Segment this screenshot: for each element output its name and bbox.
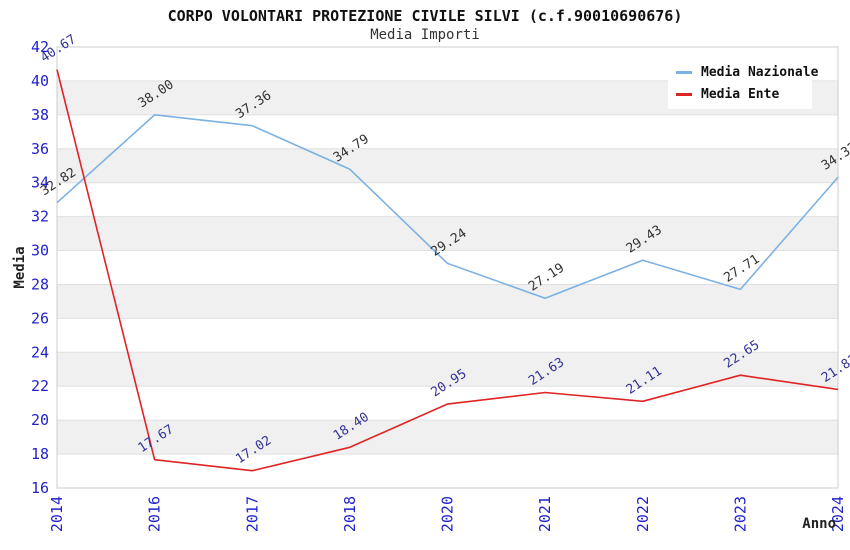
y-axis-title: Media bbox=[12, 246, 28, 288]
y-tick-label: 22 bbox=[31, 377, 49, 395]
data-label-media-nazionale: 27.71 bbox=[721, 252, 762, 286]
plot-band bbox=[57, 148, 838, 183]
legend-line-swatch-icon bbox=[676, 93, 692, 96]
chart-title: CORPO VOLONTARI PROTEZIONE CIVILE SILVI … bbox=[167, 7, 683, 25]
y-tick-label: 30 bbox=[31, 242, 49, 260]
plot-band bbox=[57, 420, 838, 455]
y-tick-label: 32 bbox=[31, 208, 49, 226]
y-tick-label: 42 bbox=[31, 38, 49, 56]
y-tick-label: 40 bbox=[31, 72, 49, 90]
y-tick-label: 20 bbox=[31, 411, 49, 429]
y-tick-label: 28 bbox=[31, 275, 49, 293]
x-tick-label: 2022 bbox=[634, 496, 652, 532]
x-tick-label: 2014 bbox=[48, 496, 66, 532]
y-tick-label: 38 bbox=[31, 106, 49, 124]
y-tick-label: 26 bbox=[31, 309, 49, 327]
legend-item-media-ente: Media Ente bbox=[676, 87, 804, 102]
x-axis-title: Anno bbox=[802, 516, 836, 532]
plot-border bbox=[56, 46, 839, 489]
legend-item-media-nazionale: Media Nazionale bbox=[676, 65, 818, 80]
legend-label-media-nazionale: Media Nazionale bbox=[701, 65, 819, 80]
x-tick-label: 2021 bbox=[536, 496, 554, 532]
chart-subtitle: Media Importi bbox=[370, 27, 480, 43]
y-tick-label: 18 bbox=[31, 445, 49, 463]
y-tick-label: 16 bbox=[31, 479, 49, 497]
legend-label-media-ente: Media Ente bbox=[701, 87, 780, 102]
y-tick-label: 34 bbox=[31, 174, 49, 192]
plot-band bbox=[57, 284, 838, 319]
plot-band bbox=[57, 352, 838, 387]
plot-band bbox=[57, 216, 838, 251]
x-tick-label: 2016 bbox=[146, 496, 164, 532]
x-tick-label: 2023 bbox=[731, 496, 749, 532]
x-tick-label: 2017 bbox=[243, 496, 261, 532]
y-tick-label: 36 bbox=[31, 140, 49, 158]
x-tick-label: 2024 bbox=[829, 496, 847, 532]
y-tick-label: 24 bbox=[31, 343, 49, 361]
series-line-media-ente bbox=[56, 69, 839, 472]
x-tick-label: 2018 bbox=[341, 496, 359, 532]
series-line-media-nazionale bbox=[56, 114, 839, 300]
legend-line-swatch-icon bbox=[676, 71, 692, 74]
x-tick-label: 2020 bbox=[439, 496, 457, 532]
legend: Media Nazionale Media Ente bbox=[668, 58, 818, 109]
